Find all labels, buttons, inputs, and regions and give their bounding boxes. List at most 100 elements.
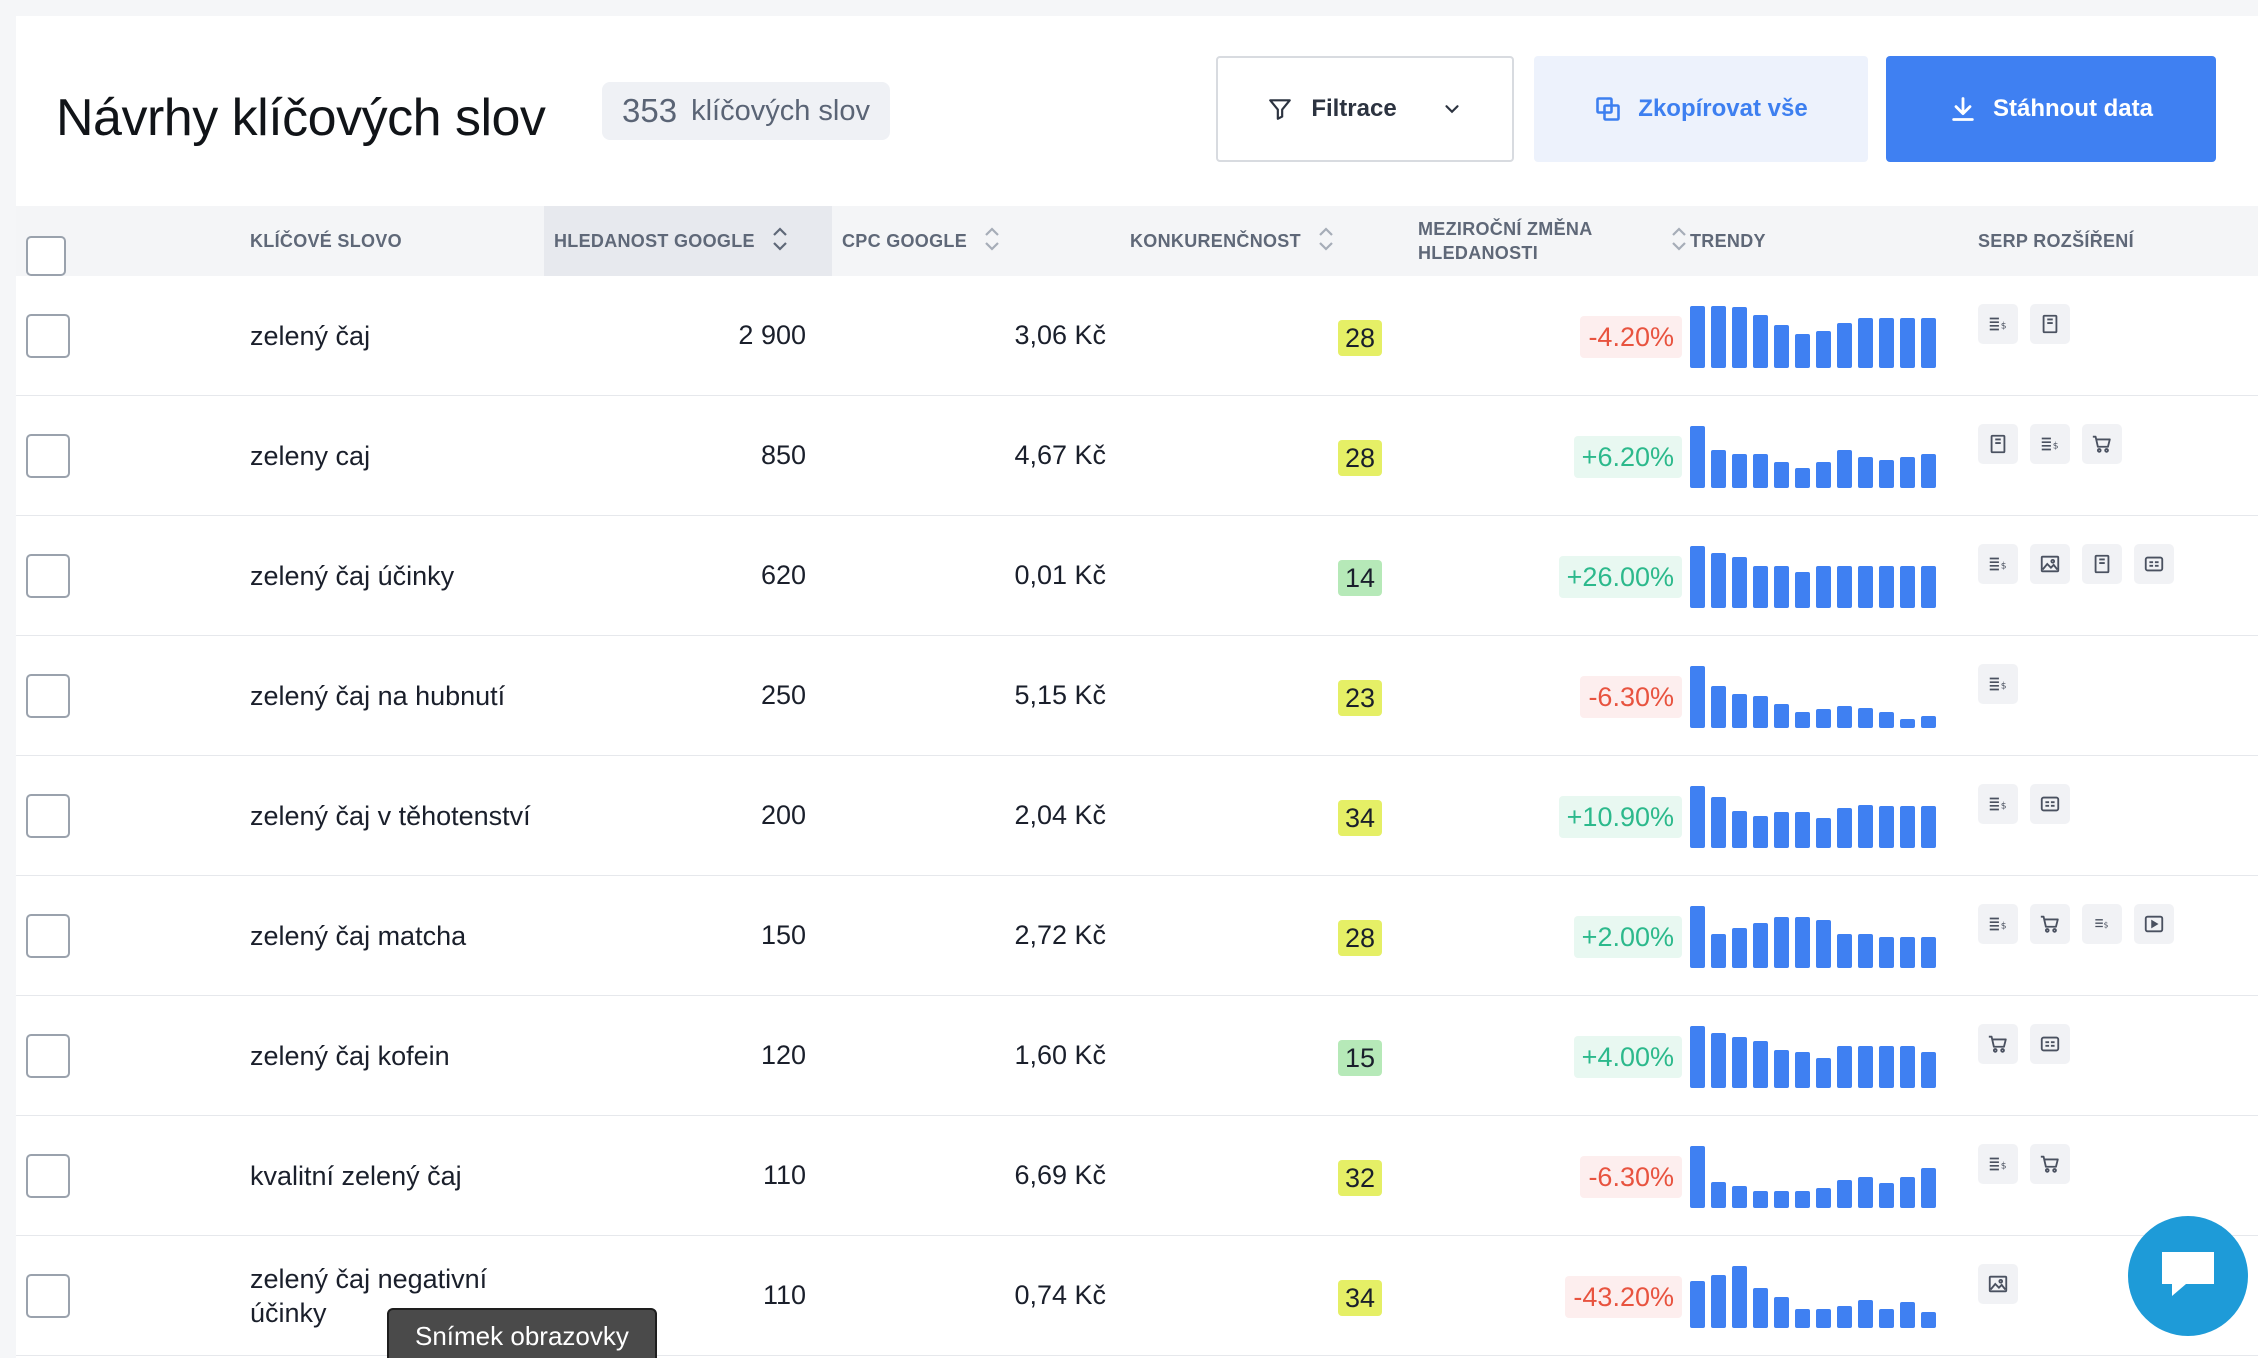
trend-bar: [1879, 1183, 1894, 1208]
competition-badge: 28: [1338, 320, 1382, 356]
sort-icon: [1317, 224, 1335, 259]
shopping-cart-icon[interactable]: [1978, 1024, 2018, 1064]
column-keyword: KLÍČOVÉ SLOVO: [250, 206, 402, 276]
keyword-cell[interactable]: kvalitní zelený čaj: [250, 1160, 462, 1191]
yoy-change-badge: +6.20%: [1573, 436, 1682, 478]
keyword-cell[interactable]: zelený čaj negativní účinky: [250, 1263, 488, 1328]
image-icon[interactable]: [2030, 544, 2070, 584]
trend-bar: [1837, 1046, 1852, 1088]
svg-text:$: $: [2001, 801, 2007, 812]
trend-bar: [1732, 1186, 1747, 1208]
shopping-cart-icon[interactable]: [2082, 424, 2122, 464]
row-checkbox[interactable]: [26, 914, 70, 958]
trend-bar: [1837, 1180, 1852, 1208]
keyword-cell[interactable]: zelený čaj: [250, 320, 371, 351]
download-data-button[interactable]: Stáhnout data: [1886, 56, 2216, 162]
trend-bar: [1732, 307, 1747, 368]
trend-chart: [1690, 424, 1960, 488]
row-checkbox[interactable]: [26, 1154, 70, 1198]
filter-dropdown-button[interactable]: Filtrace: [1216, 56, 1514, 162]
column-cpc[interactable]: CPC GOOGLE: [842, 206, 1001, 276]
shopping-cart-icon[interactable]: [2030, 904, 2070, 944]
select-all-checkbox[interactable]: [26, 236, 66, 276]
cpc-cell: 3,06 Kč: [1014, 320, 1106, 350]
trend-bar: [1795, 572, 1810, 608]
keyword-cell[interactable]: zelený čaj v těhotenství: [250, 800, 531, 831]
trend-bar: [1711, 450, 1726, 488]
ads-icon[interactable]: $: [1978, 784, 2018, 824]
keyword-cell[interactable]: zelený čaj matcha: [250, 920, 467, 951]
knowledge-panel-icon[interactable]: [2030, 304, 2070, 344]
ads-icon[interactable]: $: [1978, 904, 2018, 944]
ads-icon[interactable]: $: [1978, 544, 2018, 584]
trend-bar: [1921, 1052, 1936, 1088]
keyword-cell[interactable]: zeleny caj: [250, 440, 371, 471]
trend-bar: [1795, 917, 1810, 968]
trend-bar: [1858, 457, 1873, 488]
column-competition[interactable]: KONKURENČNOST: [1130, 206, 1335, 276]
trend-bar: [1879, 460, 1894, 488]
trend-bar: [1816, 709, 1831, 728]
keyword-cell[interactable]: zelený čaj kofein: [250, 1040, 450, 1071]
video-icon[interactable]: [2134, 544, 2174, 584]
column-volume[interactable]: HLEDANOST GOOGLE: [544, 206, 832, 276]
trend-bar: [1753, 816, 1768, 848]
filter-label: Filtrace: [1311, 95, 1397, 122]
ads-small-icon[interactable]: $: [2082, 904, 2122, 944]
serp-features: $: [1978, 544, 2174, 584]
copy-all-button[interactable]: Zkopírovat vše: [1534, 56, 1868, 162]
serp-features: [1978, 1024, 2070, 1064]
page-title: Návrhy klíčových slov: [56, 89, 546, 147]
trend-bar: [1879, 1309, 1894, 1328]
trend-chart: [1690, 544, 1960, 608]
ads-icon[interactable]: $: [1978, 1144, 2018, 1184]
row-checkbox[interactable]: [26, 554, 70, 598]
trend-bar: [1774, 325, 1789, 368]
play-video-icon[interactable]: [2134, 904, 2174, 944]
trend-bar: [1795, 1309, 1810, 1328]
trend-bar: [1900, 566, 1915, 608]
table-row: zelený čaj negativní účinky 110 0,74 Kč 34 -…: [16, 1236, 2258, 1356]
row-checkbox[interactable]: [26, 674, 70, 718]
trend-bar: [1837, 706, 1852, 728]
svg-text:$: $: [2053, 441, 2059, 452]
chat-button[interactable]: [2128, 1216, 2248, 1336]
svg-text:$: $: [2001, 561, 2007, 572]
row-checkbox[interactable]: [26, 1034, 70, 1078]
trend-bar: [1900, 1177, 1915, 1208]
ads-icon[interactable]: $: [1978, 304, 2018, 344]
video-icon[interactable]: [2030, 1024, 2070, 1064]
row-checkbox[interactable]: [26, 314, 70, 358]
image-icon[interactable]: [1978, 1264, 2018, 1304]
shopping-cart-icon[interactable]: [2030, 1144, 2070, 1184]
trend-bar: [1921, 806, 1936, 848]
keyword-cell[interactable]: zelený čaj účinky: [250, 560, 455, 591]
knowledge-panel-icon[interactable]: [2082, 544, 2122, 584]
knowledge-panel-icon[interactable]: [1978, 424, 2018, 464]
search-volume-cell: 110: [762, 1160, 806, 1190]
trend-bar: [1690, 426, 1705, 488]
trend-bar: [1795, 712, 1810, 728]
table-row: kvalitní zelený čaj 110 6,69 Kč 32 -6.30% $: [16, 1116, 2258, 1236]
trend-chart: [1690, 1264, 1960, 1328]
trend-chart: [1690, 904, 1960, 968]
row-checkbox[interactable]: [26, 434, 70, 478]
svg-text:$: $: [2001, 321, 2007, 332]
competition-badge: 32: [1338, 1160, 1382, 1196]
trend-bar: [1858, 566, 1873, 608]
row-checkbox[interactable]: [26, 794, 70, 838]
row-checkbox[interactable]: [26, 1274, 70, 1318]
ads-icon[interactable]: $: [2030, 424, 2070, 464]
keyword-suggestions-panel: Návrhy klíčových slov 353 klíčových slov…: [16, 16, 2258, 1358]
video-icon[interactable]: [2030, 784, 2070, 824]
search-volume-cell: 200: [760, 800, 806, 830]
trend-bar: [1774, 462, 1789, 488]
table-row: zeleny caj 850 4,67 Kč 28 +6.20% $: [16, 396, 2258, 516]
keyword-cell[interactable]: zelený čaj na hubnutí: [250, 680, 506, 711]
yoy-change-badge: -6.30%: [1580, 1156, 1682, 1198]
serp-features: [1978, 1264, 2018, 1304]
ads-icon[interactable]: $: [1978, 664, 2018, 704]
column-yoy-change[interactable]: MEZIROČNÍ ZMĚNA HLEDANOSTI: [1418, 206, 1688, 276]
svg-text:$: $: [2001, 681, 2007, 692]
trend-bar: [1711, 686, 1726, 728]
